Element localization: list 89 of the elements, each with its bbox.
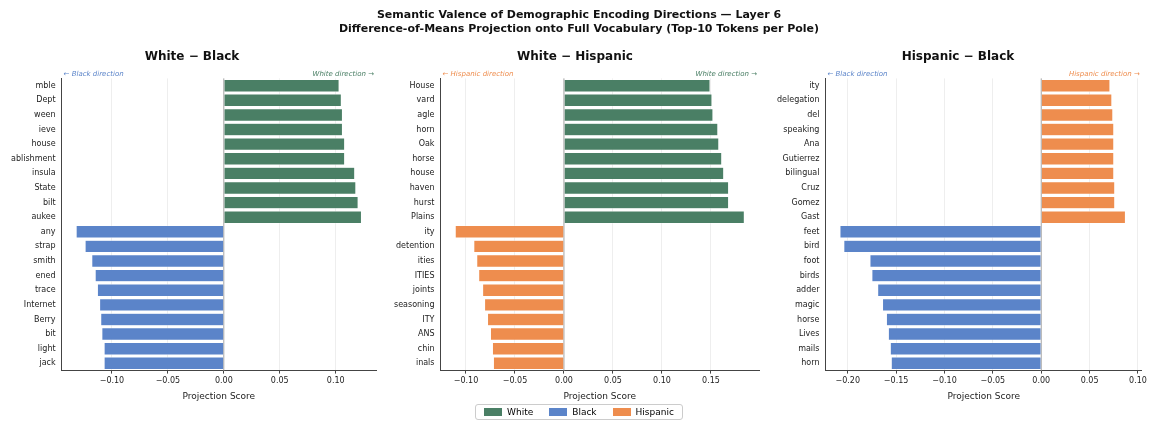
y-tick-label: joints [411, 285, 435, 295]
y-tick-label: bilt [42, 197, 56, 207]
y-tick-label: ened [35, 270, 56, 280]
y-tick-label: inals [415, 358, 435, 368]
y-tick-label: horn [801, 358, 820, 368]
x-tick-label: 0.10 [1129, 376, 1147, 386]
x-tick-label: 0.00 [555, 376, 573, 386]
x-tick-label: −0.10 [99, 376, 125, 386]
y-tick-label: aukee [31, 212, 56, 222]
y-tick-label: ween [34, 110, 56, 119]
text: Difference-of-Means Projection onto Full Vocabulary (Top-10 Tokens per Pole) [337, 22, 821, 36]
y-tick-label: ity [809, 80, 820, 90]
x-axis-title: Projection Score [182, 390, 256, 401]
x-tick-label: −0.20 [835, 376, 860, 386]
chart-title: White − Black [144, 49, 241, 64]
y-tick-label: delegation [777, 95, 820, 105]
y-tick-label: Gutierrez [782, 153, 820, 163]
y-tick-label: vard [416, 95, 435, 105]
y-tick-label: speaking [783, 124, 820, 134]
y-tick-label: ity [424, 226, 435, 236]
y-tick-label: foot [803, 256, 820, 266]
y-tick-label: bird [803, 241, 820, 251]
x-tick-label: −0.15 [883, 376, 909, 386]
x-tick-label: 0.10 [653, 376, 671, 386]
y-tick-label: insula [31, 168, 56, 178]
y-tick-label: detention [396, 241, 435, 251]
y-tick-label: bilingual [785, 168, 820, 178]
x-tick-label: 0.05 [270, 376, 289, 386]
chart-title: White − Hispanic [517, 49, 633, 64]
y-tick-label: Gomez [791, 197, 820, 207]
y-tick-label: trace [34, 285, 56, 295]
y-tick-label: Plains [411, 212, 435, 222]
x-axis-title: Projection Score [563, 390, 637, 401]
legend-label: Black [572, 407, 597, 417]
y-tick-label: birds [799, 270, 820, 280]
x-tick-label: −0.10 [932, 376, 957, 386]
y-tick-label: Internet [23, 299, 56, 309]
y-tick-label: Ana [804, 139, 820, 149]
y-tick-label: ieve [38, 124, 56, 134]
y-tick-label: ablishment [10, 153, 56, 163]
x-tick-label: −0.10 [453, 376, 479, 386]
y-tick-label: House [409, 80, 435, 90]
y-tick-label: Dept [36, 95, 56, 105]
y-tick-label: adder [796, 285, 821, 295]
x-tick-label: 0.00 [1032, 376, 1051, 386]
x-tick-label: 0.00 [214, 376, 233, 386]
x-tick-label: −0.05 [980, 376, 1006, 386]
y-tick-label: magic [795, 299, 820, 309]
y-tick-label: any [40, 226, 56, 236]
y-tick-label: seasoning [394, 299, 435, 309]
y-tick-label: del [807, 110, 820, 119]
x-tick-label: 0.15 [702, 376, 720, 386]
y-tick-label: bit [45, 329, 56, 339]
y-tick-label: horn [416, 124, 435, 134]
x-axis-title: Projection Score [947, 390, 1021, 401]
x-tick-label: 0.10 [326, 376, 345, 386]
y-tick-label: mails [798, 343, 820, 353]
y-tick-label: ITY [422, 314, 435, 324]
y-tick-label: ANS [417, 329, 435, 339]
x-tick-label: −0.05 [502, 376, 528, 386]
y-tick-label: ities [417, 256, 435, 266]
y-tick-label: hurst [413, 197, 435, 207]
y-tick-label: State [34, 183, 56, 193]
y-tick-label: Cruz [801, 183, 820, 193]
y-tick-label: ITIES [414, 270, 435, 280]
x-tick-label: 0.05 [604, 376, 622, 386]
y-tick-label: house [31, 139, 56, 149]
y-tick-label: Lives [798, 329, 820, 339]
x-tick-label: −0.05 [155, 376, 181, 386]
y-tick-label: Gast [801, 212, 820, 222]
y-tick-label: mble [35, 80, 56, 90]
x-tick-label: 0.05 [1080, 376, 1099, 386]
chart-title: Hispanic − Black [901, 49, 1016, 64]
y-tick-label: chin [417, 343, 435, 353]
y-tick-label: horse [797, 314, 820, 324]
legend-label: White [507, 407, 534, 417]
y-tick-label: light [37, 343, 56, 353]
y-tick-label: haven [409, 183, 435, 193]
y-tick-label: smith [33, 256, 56, 266]
text: Semantic Valence of Demographic Encoding Directions — Layer 6 [375, 8, 783, 22]
y-tick-label: feet [803, 226, 820, 236]
y-tick-label: Oak [418, 139, 435, 149]
y-tick-label: agle [417, 110, 435, 119]
y-tick-label: jack [38, 358, 56, 368]
y-tick-label: Berry [33, 314, 56, 324]
y-tick-label: strap [35, 241, 56, 251]
legend-label: Hispanic [635, 407, 674, 417]
y-tick-label: horse [412, 153, 435, 163]
y-tick-label: house [410, 168, 435, 178]
